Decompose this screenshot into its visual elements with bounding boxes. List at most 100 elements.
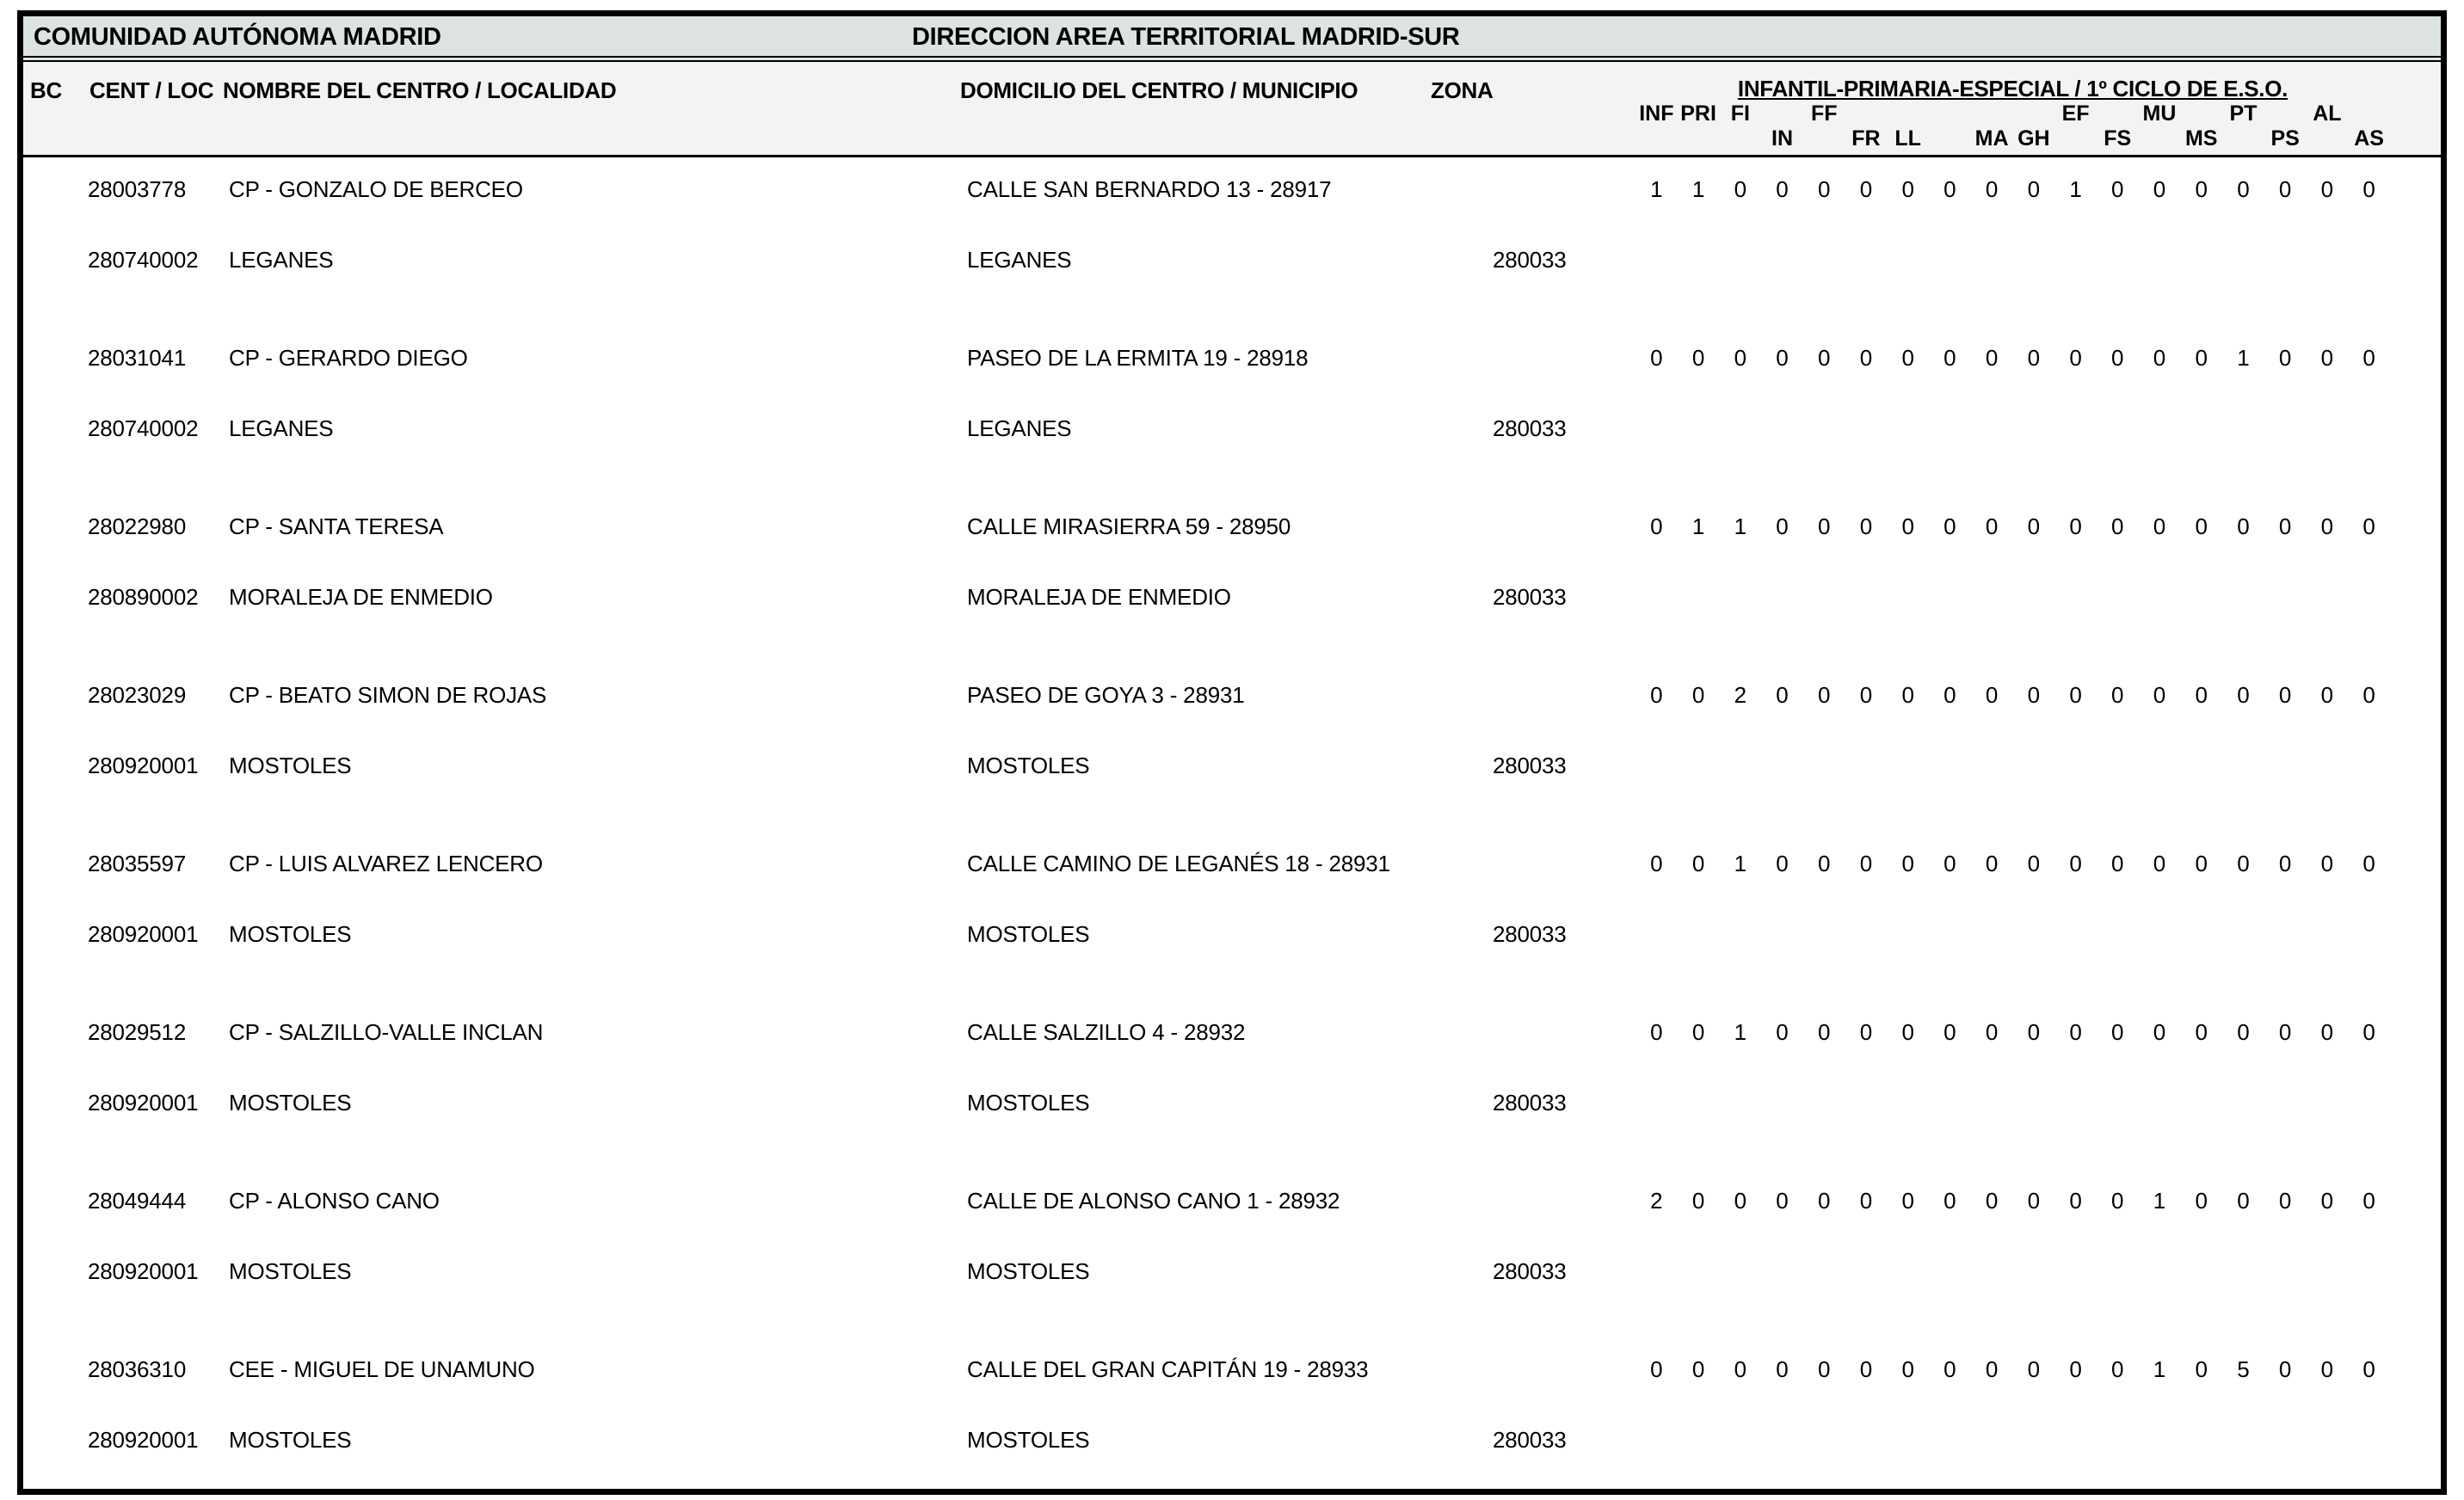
subject-value: 0 [1650, 1356, 1663, 1382]
subject-value: 0 [2153, 851, 2166, 876]
subject-value: 2 [1734, 682, 1747, 708]
locality-name: MOSTOLES [229, 1090, 352, 1116]
center-code: 28035597 [88, 851, 187, 876]
subject-col-label: EF [2061, 101, 2090, 126]
subject-value: 0 [1859, 1356, 1873, 1382]
subject-value: 0 [1901, 682, 1914, 708]
school-record: 28049444 CP - ALONSO CANO CALLE DE ALONS… [23, 1169, 2441, 1337]
municipality: MOSTOLES [967, 1090, 1090, 1116]
municipality: LEGANES [967, 415, 1072, 441]
subject-col-label: PRI [1680, 101, 1716, 126]
subject-col-mu: MU [2139, 101, 2181, 150]
subject-value: 0 [2362, 345, 2375, 371]
subject-value: 0 [2278, 1019, 2292, 1045]
subject-value: 0 [2069, 682, 2082, 708]
subject-value: 0 [1985, 513, 1999, 539]
locality-name: LEGANES [229, 415, 334, 441]
zone-code: 280033 [1493, 415, 1567, 441]
subject-value: 1 [1734, 1019, 1747, 1045]
subject-col-ma: MA [1971, 103, 2013, 151]
subject-value: 0 [2237, 1019, 2250, 1045]
subject-value: 0 [2111, 1356, 2124, 1382]
locality-name: MOSTOLES [229, 753, 352, 778]
subject-col-label: FS [2104, 126, 2132, 151]
zone-code: 280033 [1493, 1258, 1567, 1284]
subject-value: 0 [1691, 851, 1705, 876]
subject-value: 0 [2362, 1356, 2375, 1382]
subject-value: 0 [2069, 513, 2082, 539]
subject-value: 0 [1650, 1019, 1663, 1045]
school-record: 28023029 CP - BEATO SIMON DE ROJAS PASEO… [23, 663, 2441, 832]
subject-value: 0 [2195, 176, 2208, 202]
subject-value: 0 [1776, 1188, 1789, 1214]
subject-col-inf: INF [1635, 101, 1678, 150]
subject-col-label: AL [2313, 101, 2342, 126]
subject-value: 0 [2278, 513, 2292, 539]
subject-values: 0 0 1 0 0 0 0 0 0 0 0 0 0 0 0 0 0 0 [1635, 851, 2390, 876]
subject-value: 0 [2278, 851, 2292, 876]
center-code: 28022980 [88, 513, 187, 539]
subject-value: 0 [2320, 345, 2334, 371]
subject-value: 0 [2153, 513, 2166, 539]
subject-value: 0 [2362, 176, 2375, 202]
subject-col-fr: FR [1845, 103, 1888, 151]
subject-value: 0 [1650, 682, 1663, 708]
subject-value: 0 [1691, 1019, 1705, 1045]
center-address: PASEO DE LA ERMITA 19 - 28918 [967, 345, 1309, 371]
subject-value: 0 [1901, 176, 1914, 202]
subject-value: 0 [2362, 851, 2375, 876]
subject-value: 0 [2111, 513, 2124, 539]
locality-code: 280920001 [88, 921, 199, 947]
municipality: MOSTOLES [967, 921, 1090, 947]
subject-value: 0 [2027, 1188, 2041, 1214]
subject-value: 0 [2069, 345, 2082, 371]
center-address: CALLE CAMINO DE LEGANÉS 18 - 28931 [967, 851, 1390, 876]
locality-name: MOSTOLES [229, 921, 352, 947]
subject-value: 0 [1859, 176, 1873, 202]
subject-value: 0 [2111, 682, 2124, 708]
subject-col-label: MS [2184, 126, 2218, 151]
subject-value: 0 [1776, 176, 1789, 202]
subject-value: 0 [1734, 176, 1747, 202]
subject-value: 0 [2320, 851, 2334, 876]
subject-col-blank [1929, 103, 1971, 150]
subject-value: 0 [2027, 1356, 2041, 1382]
subject-value: 0 [2362, 513, 2375, 539]
locality-code: 280740002 [88, 247, 199, 273]
subject-col-ff: FF [1803, 101, 1845, 150]
subject-values: 2 0 0 0 0 0 0 0 0 0 0 0 1 0 0 0 0 0 [1635, 1188, 2390, 1214]
subject-col-label: MU [2142, 101, 2177, 126]
municipality: MOSTOLES [967, 1258, 1090, 1284]
subject-value: 0 [1985, 1019, 1999, 1045]
subject-col-ll: LL [1887, 103, 1929, 151]
subject-col-pt: PT [2222, 101, 2264, 150]
subject-value: 0 [2069, 1356, 2082, 1382]
subject-value: 0 [1985, 682, 1999, 708]
subject-value: 0 [2153, 1019, 2166, 1045]
subject-value: 0 [1776, 1019, 1789, 1045]
group-header-infantil-primaria: INFANTIL-PRIMARIA-ESPECIAL / 1º CICLO DE… [1737, 76, 2288, 101]
subject-value: 0 [2027, 176, 2041, 202]
subject-value: 0 [1985, 176, 1999, 202]
subject-col-label: PT [2229, 101, 2258, 126]
subject-value: 0 [1943, 513, 1956, 539]
subject-col-as: AS [2348, 103, 2390, 151]
municipality: MOSTOLES [967, 1427, 1090, 1453]
subject-value: 0 [2027, 851, 2041, 876]
subject-value: 0 [2237, 176, 2250, 202]
subject-value: 0 [2320, 1356, 2334, 1382]
subject-value: 1 [1650, 176, 1663, 202]
center-name: CP - SALZILLO-VALLE INCLAN [229, 1019, 544, 1045]
col-header-cent-loc: CENT / LOC [89, 77, 214, 103]
subject-value: 0 [1734, 1188, 1747, 1214]
subject-value: 0 [1859, 1188, 1873, 1214]
subject-value: 5 [2237, 1356, 2250, 1382]
subject-value: 0 [1943, 682, 1956, 708]
subject-value: 0 [1818, 1188, 1831, 1214]
subject-value: 0 [2320, 176, 2334, 202]
zone-code: 280033 [1493, 753, 1567, 778]
subject-value: 0 [2237, 1188, 2250, 1214]
zone-code: 280033 [1493, 247, 1567, 273]
subject-value: 0 [2027, 513, 2041, 539]
zone-code: 280033 [1493, 584, 1567, 610]
